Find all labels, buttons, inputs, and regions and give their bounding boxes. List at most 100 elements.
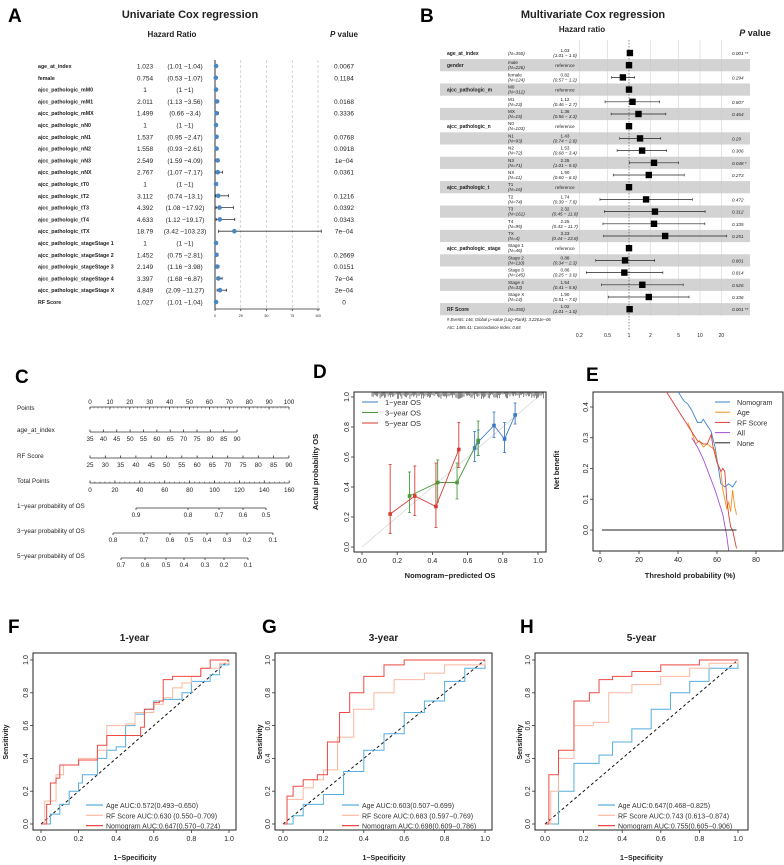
roc-x-tick-label: 0.4	[359, 836, 369, 843]
level-label: N2	[508, 146, 514, 151]
nomogram-tick-label: 0	[88, 487, 92, 494]
p-value: 0.0392	[334, 205, 354, 212]
ci-value: (1.16 −3.98)	[167, 264, 202, 271]
reference-label: reference	[555, 246, 575, 251]
nomogram-tick-label: 0.7	[215, 512, 224, 519]
nomogram-tick-label: 65	[167, 436, 175, 443]
n-label: (N=93)	[508, 138, 523, 143]
level-label: T3	[508, 207, 514, 212]
roc-y-tick-label: 1.0	[23, 655, 30, 665]
row-band	[440, 205, 750, 218]
p-value: 0.29	[732, 136, 741, 141]
hr-value: 1.54	[561, 280, 570, 285]
variable-label: ajcc_pathologic_stage	[447, 246, 501, 252]
axis-tick-label: 2	[649, 333, 652, 339]
calibration-x-tick-label: 0.2	[392, 558, 402, 565]
hr-value: 1.558	[137, 146, 154, 153]
calibration-point	[455, 480, 459, 485]
p-value: 7e−04	[335, 276, 354, 283]
row-label: ajcc_pathologic_stageStage 3	[38, 265, 114, 271]
ci-value: (1.59 −4.09)	[167, 158, 202, 165]
hr-square	[645, 171, 652, 179]
reference-label: reference	[555, 63, 575, 68]
nomogram-tick-label: 100	[209, 487, 220, 494]
roc-x-tick-label: 0.8	[440, 836, 450, 843]
hr-square	[629, 98, 636, 105]
row-label: ajcc_pathologic_tTX	[38, 229, 90, 235]
hr-value: 0.754	[137, 75, 154, 82]
p-value: 1e−04	[335, 158, 354, 165]
hr-value: 1.499	[137, 111, 154, 118]
hr-value: 1.12	[561, 97, 570, 102]
p-value: 0.464	[732, 112, 744, 117]
roc-chance-diagonal	[544, 659, 739, 825]
roc-curve	[545, 659, 738, 825]
n-label: (N=350)	[508, 51, 525, 56]
roc-y-tick-label: 0.6	[265, 721, 272, 731]
dca-y-tick-label: 0.0	[583, 525, 590, 535]
row-band	[440, 83, 750, 96]
nomogram-row-label: RF Score	[17, 453, 44, 460]
hr-point	[214, 146, 219, 151]
n-label: (N=11)	[508, 175, 522, 180]
ci-value: (0.95 −2.47)	[167, 134, 202, 141]
hr-value: 1.023	[137, 64, 154, 71]
p-value: 0.336	[732, 295, 744, 300]
hr-point	[213, 240, 219, 246]
roc-y-tick-label: 0.4	[265, 753, 272, 763]
row-label: female	[38, 76, 55, 82]
p-value: 0.472	[732, 197, 744, 202]
hr-square	[625, 86, 633, 93]
nomogram-row-label: 5−year probability of OS	[17, 553, 85, 560]
ci-value: (0.66 −3.4)	[169, 111, 201, 118]
dca-x-tick-label: 60	[713, 557, 721, 564]
hr-point	[217, 287, 223, 293]
roc-x-label: 1−Specificity	[620, 855, 663, 862]
level-label: N0	[508, 121, 514, 126]
ci-value: (2.09 −11.27)	[166, 288, 204, 295]
roc-x-tick-label: 0.6	[149, 836, 159, 843]
ci-value: (0.41 − 5.8)	[553, 285, 577, 290]
ci-value: (1.01 − 5.0)	[553, 163, 577, 168]
hr-value: 2.25	[561, 158, 570, 163]
hr-point	[213, 75, 219, 81]
nomogram-tick-label: 70	[224, 462, 232, 469]
p-value: 0.1216	[334, 193, 354, 200]
row-label: ajcc_pathologic_mM0	[38, 88, 93, 94]
roc-curve	[41, 660, 230, 825]
roc-x-tick-label: 0.0	[278, 836, 288, 843]
dca-x-label: Threshold probability (%)	[645, 571, 736, 580]
p-value: 0	[342, 300, 346, 307]
calibration-line-3−year OS	[409, 440, 479, 497]
p-value-header: P value	[739, 28, 771, 38]
legend-label: Nomogram AUC:0.647(0.570−0.724)	[106, 824, 220, 831]
roc-title: 5-year	[627, 633, 657, 644]
nomogram-tick-label: 55	[140, 436, 148, 443]
row-label: ajcc_pathologic_nN3	[38, 158, 91, 164]
nomogram-tick-label: 45	[148, 462, 156, 469]
roc-curve	[545, 660, 739, 825]
ci-value: (0.57 − 1.2)	[553, 77, 577, 82]
p-value: 0.0361	[334, 170, 354, 177]
variable-label: age_at_index	[447, 51, 479, 57]
hr-square	[639, 281, 646, 288]
hr-value: 1.36	[561, 109, 570, 114]
hr-square	[625, 245, 633, 252]
nomogram-tick-label: 0.6	[239, 512, 248, 519]
nomogram-tick-label: 140	[259, 487, 270, 494]
legend-label: RF Score AUC:0.630 (0.550−0.709)	[106, 813, 217, 820]
ci-value: (0.46 − 2.7)	[553, 102, 577, 107]
hr-point	[214, 134, 219, 140]
panel-label-c: C	[15, 367, 29, 388]
p-value: 0.251	[732, 234, 744, 239]
roc-y-tick-label: 0.0	[265, 819, 272, 829]
n-label: (N=72)	[508, 151, 523, 156]
nomogram-tick-label: 80	[255, 462, 263, 469]
ci-value: (0.75 −2.81)	[167, 252, 202, 259]
roc-y-tick-label: 0.0	[23, 819, 30, 829]
ci-value: (0.39 − 7.8)	[553, 199, 577, 204]
hr-point	[217, 205, 222, 210]
p-value: 0.001 **	[732, 51, 749, 56]
nomogram-tick-label: 40	[132, 462, 140, 469]
legend-label: All	[737, 429, 745, 438]
